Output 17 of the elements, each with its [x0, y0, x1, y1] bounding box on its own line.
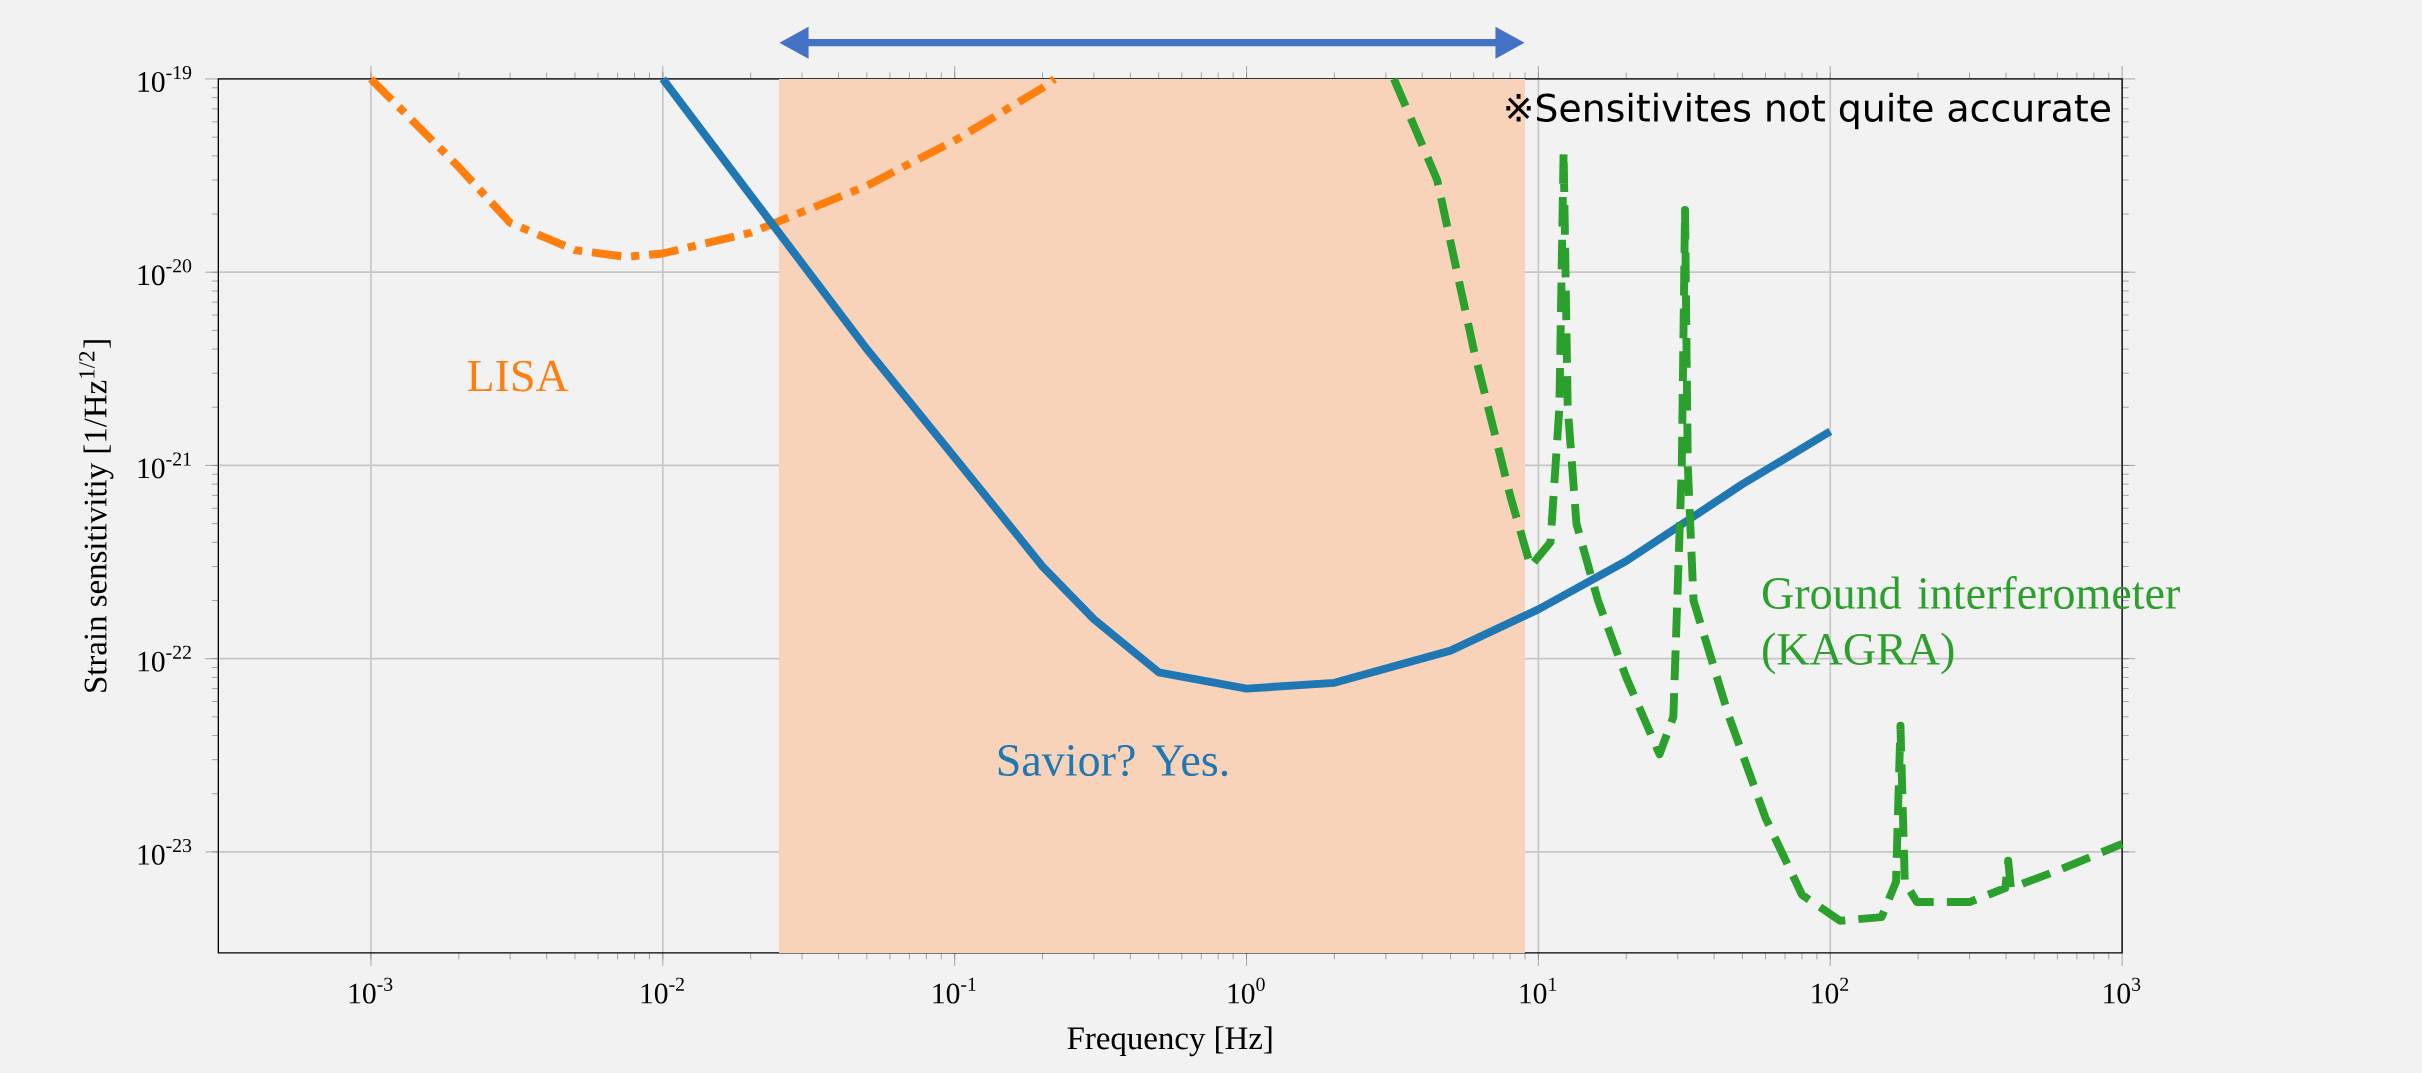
- series-label: Savior? Yes.: [998, 744, 1228, 777]
- x-tick-label: 10$^{3}$: [2104, 977, 2141, 1004]
- annotation: ※Sensitivites not quite accurate: [1506, 92, 2110, 130]
- x-tick-label: 10$^{-1}$: [933, 977, 976, 1004]
- x-tick-label: 10$^{-2}$: [641, 977, 684, 1004]
- y-tick-label: 10$^{-21}$: [138, 452, 191, 479]
- x-tick-label: 10$^{2}$: [1812, 977, 1849, 1004]
- y-tick-label: 10$^{-23}$: [138, 838, 192, 865]
- x-tick-label: 10$^{1}$: [1520, 977, 1557, 1004]
- y-tick-label: 10$^{-22}$: [138, 645, 191, 672]
- text: LISA: [467, 360, 569, 392]
- y-tick-label: 10$^{-20}$: [138, 259, 192, 286]
- y-tick-label: 10$^{-19}$: [138, 65, 192, 92]
- y-axis-title: Strain sensitivitiy [1/Hz$^{1/2}$]: [79, 340, 114, 692]
- x-axis-title: Frequency [Hz]: [1067, 1026, 1272, 1057]
- x-tick-label: 10$^{-3}$: [349, 977, 393, 1004]
- x-tick-label: 10$^{0}$: [1228, 977, 1265, 1004]
